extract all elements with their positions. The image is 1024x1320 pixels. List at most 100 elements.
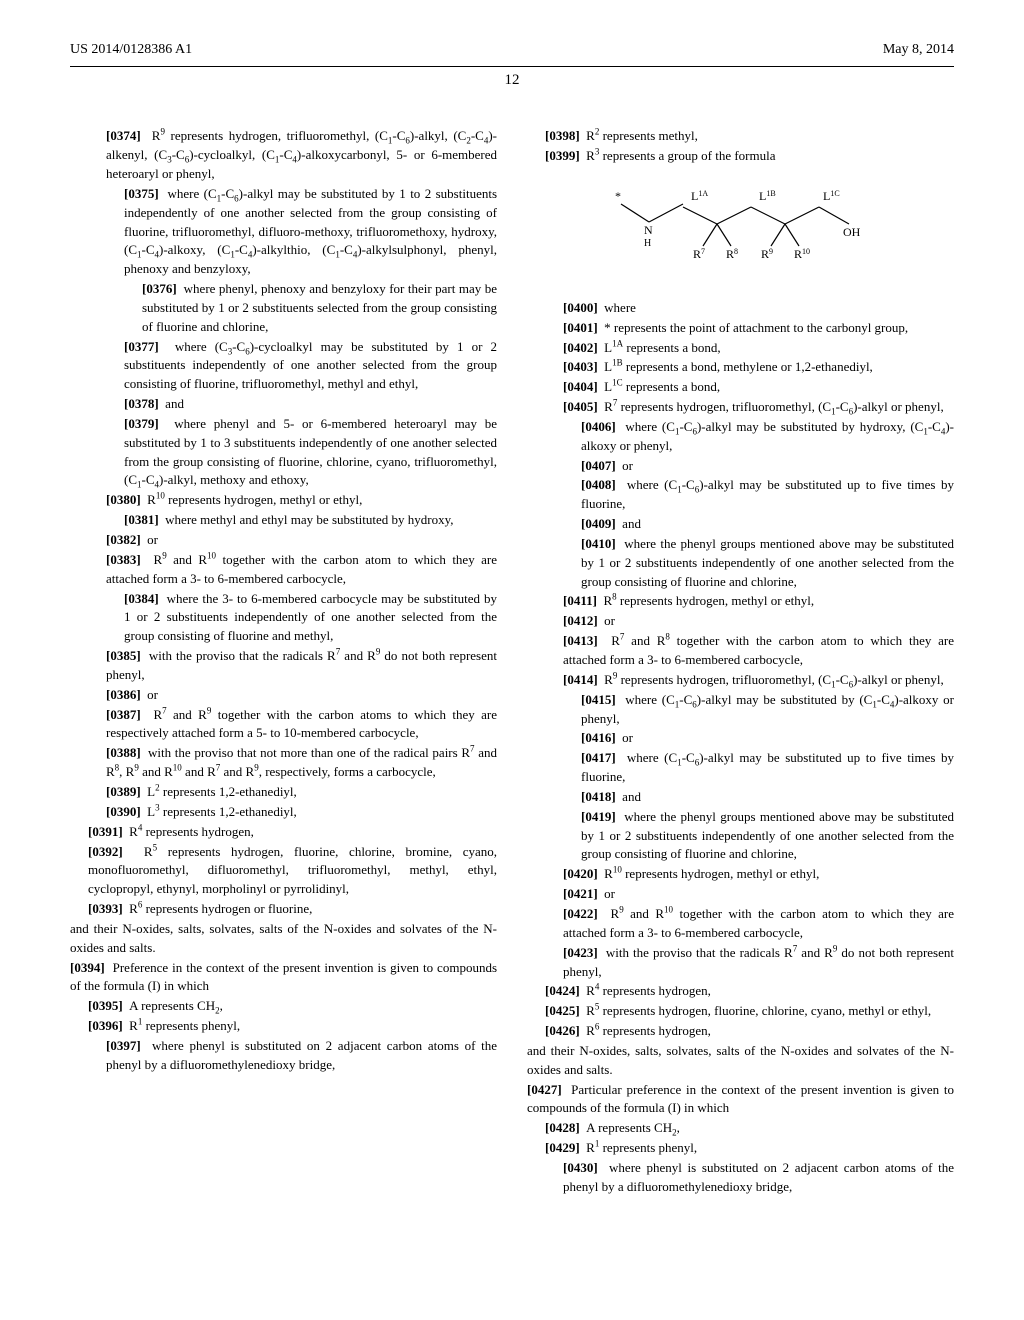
para-text: and their N-oxides, salts, solvates, sal… bbox=[527, 1043, 954, 1077]
para-text: or bbox=[622, 458, 633, 473]
paragraph: [0429] R1 represents phenyl, bbox=[527, 1139, 954, 1158]
paragraph: [0375] where (C1-C6)-alkyl may be substi… bbox=[70, 185, 497, 279]
para-number: [0377] bbox=[124, 339, 159, 354]
svg-text:OH: OH bbox=[843, 225, 861, 239]
paragraph: [0424] R4 represents hydrogen, bbox=[527, 982, 954, 1001]
para-number: [0413] bbox=[563, 633, 598, 648]
para-text: R8 represents hydrogen, methyl or ethyl, bbox=[603, 593, 814, 608]
para-number: [0416] bbox=[581, 730, 616, 745]
para-number: [0383] bbox=[106, 552, 141, 567]
para-number: [0374] bbox=[106, 128, 141, 143]
paragraph: [0398] R2 represents methyl, bbox=[527, 127, 954, 146]
paragraph: [0403] L1B represents a bond, methylene … bbox=[527, 358, 954, 377]
chemical-formula: * N H L1A L1B L1C OH R7 R8 R9 R10 bbox=[527, 184, 954, 285]
para-text: or bbox=[147, 532, 158, 547]
para-number: [0412] bbox=[563, 613, 598, 628]
para-text: or bbox=[604, 886, 615, 901]
paragraph: [0399] R3 represents a group of the form… bbox=[527, 147, 954, 166]
paragraph: [0380] R10 represents hydrogen, methyl o… bbox=[70, 491, 497, 510]
page-header: US 2014/0128386 A1 May 8, 2014 bbox=[70, 40, 954, 67]
svg-text:L1C: L1C bbox=[823, 188, 840, 203]
paragraph: [0400] where bbox=[527, 299, 954, 318]
paragraph: [0376] where phenyl, phenoxy and benzylo… bbox=[70, 280, 497, 337]
para-text: or bbox=[622, 730, 633, 745]
paragraph: [0423] with the proviso that the radical… bbox=[527, 944, 954, 982]
para-text: and their N-oxides, salts, solvates, sal… bbox=[70, 921, 497, 955]
svg-text:R9: R9 bbox=[761, 246, 773, 261]
paragraph: [0419] where the phenyl groups mentioned… bbox=[527, 808, 954, 865]
para-number: [0408] bbox=[581, 477, 616, 492]
para-number: [0420] bbox=[563, 866, 598, 881]
para-text: Preference in the context of the present… bbox=[70, 960, 497, 994]
svg-text:N: N bbox=[644, 223, 653, 237]
para-text: R9 and R10 together with the carbon atom… bbox=[563, 906, 954, 940]
para-number: [0388] bbox=[106, 745, 141, 760]
right-column: [0398] R2 represents methyl,[0399] R3 re… bbox=[527, 127, 954, 1197]
para-text: L1B represents a bond, methylene or 1,2-… bbox=[604, 359, 873, 374]
para-number: [0419] bbox=[581, 809, 616, 824]
para-text: R4 represents hydrogen, bbox=[129, 824, 254, 839]
para-number: [0378] bbox=[124, 396, 159, 411]
para-text: where phenyl is substituted on 2 adjacen… bbox=[106, 1038, 497, 1072]
two-column-layout: [0374] R9 represents hydrogen, trifluoro… bbox=[70, 127, 954, 1197]
paragraph: [0383] R9 and R10 together with the carb… bbox=[70, 551, 497, 589]
paragraph: [0411] R8 represents hydrogen, methyl or… bbox=[527, 592, 954, 611]
para-number: [0406] bbox=[581, 419, 616, 434]
paragraph: [0390] L3 represents 1,2-ethanediyl, bbox=[70, 803, 497, 822]
paragraph: [0406] where (C1-C6)-alkyl may be substi… bbox=[527, 418, 954, 456]
para-number: [0427] bbox=[527, 1082, 562, 1097]
paragraph: [0416] or bbox=[527, 729, 954, 748]
para-text: R3 represents a group of the formula bbox=[586, 148, 775, 163]
paragraph: [0378] and bbox=[70, 395, 497, 414]
para-number: [0398] bbox=[545, 128, 580, 143]
para-text: where (C1-C6)-alkyl may be substituted b… bbox=[581, 419, 954, 453]
para-text: where (C3-C6)-cycloalkyl may be substitu… bbox=[124, 339, 497, 392]
para-number: [0400] bbox=[563, 300, 598, 315]
para-number: [0418] bbox=[581, 789, 616, 804]
para-number: [0404] bbox=[563, 379, 598, 394]
para-number: [0385] bbox=[106, 648, 141, 663]
paragraph: [0393] R6 represents hydrogen or fluorin… bbox=[70, 900, 497, 919]
paragraph: [0392] R5 represents hydrogen, fluorine,… bbox=[70, 843, 497, 900]
paragraph: [0384] where the 3- to 6-membered carboc… bbox=[70, 590, 497, 647]
para-text: R6 represents hydrogen or fluorine, bbox=[129, 901, 312, 916]
para-number: [0401] bbox=[563, 320, 598, 335]
para-text: R9 represents hydrogen, trifluoromethyl,… bbox=[604, 672, 944, 687]
para-text: L1C represents a bond, bbox=[604, 379, 720, 394]
para-number: [0426] bbox=[545, 1023, 580, 1038]
para-number: [0407] bbox=[581, 458, 616, 473]
svg-text:*: * bbox=[615, 189, 621, 203]
paragraph: [0379] where phenyl and 5- or 6-membered… bbox=[70, 415, 497, 490]
para-text: R10 represents hydrogen, methyl or ethyl… bbox=[604, 866, 819, 881]
paragraph: [0394] Preference in the context of the … bbox=[70, 959, 497, 997]
para-number: [0387] bbox=[106, 707, 141, 722]
para-number: [0395] bbox=[88, 998, 123, 1013]
para-number: [0428] bbox=[545, 1120, 580, 1135]
paragraph: [0410] where the phenyl groups mentioned… bbox=[527, 535, 954, 592]
para-text: L3 represents 1,2-ethanediyl, bbox=[147, 804, 297, 819]
para-text: with the proviso that the radicals R7 an… bbox=[106, 648, 497, 682]
para-number: [0429] bbox=[545, 1140, 580, 1155]
paragraph: [0427] Particular preference in the cont… bbox=[527, 1081, 954, 1119]
para-number: [0384] bbox=[124, 591, 159, 606]
para-text: and bbox=[165, 396, 184, 411]
para-text: where (C1-C6)-alkyl may be substituted b… bbox=[581, 692, 954, 726]
paragraph: and their N-oxides, salts, solvates, sal… bbox=[70, 920, 497, 958]
paragraph: [0397] where phenyl is substituted on 2 … bbox=[70, 1037, 497, 1075]
para-number: [0410] bbox=[581, 536, 616, 551]
para-number: [0405] bbox=[563, 399, 598, 414]
paragraph: [0387] R7 and R9 together with the carbo… bbox=[70, 706, 497, 744]
paragraph: [0377] where (C3-C6)-cycloalkyl may be s… bbox=[70, 338, 497, 395]
para-number: [0430] bbox=[563, 1160, 598, 1175]
para-number: [0391] bbox=[88, 824, 123, 839]
paragraph: [0388] with the proviso that not more th… bbox=[70, 744, 497, 782]
para-text: A represents CH2, bbox=[586, 1120, 680, 1135]
para-text: where bbox=[604, 300, 636, 315]
para-text: or bbox=[604, 613, 615, 628]
para-text: R7 and R9 together with the carbon atoms… bbox=[106, 707, 497, 741]
paragraph: [0381] where methyl and ethyl may be sub… bbox=[70, 511, 497, 530]
paragraph: [0385] with the proviso that the radical… bbox=[70, 647, 497, 685]
paragraph: [0401] * represents the point of attachm… bbox=[527, 319, 954, 338]
paragraph: [0428] A represents CH2, bbox=[527, 1119, 954, 1138]
para-text: R5 represents hydrogen, fluorine, chlori… bbox=[586, 1003, 931, 1018]
